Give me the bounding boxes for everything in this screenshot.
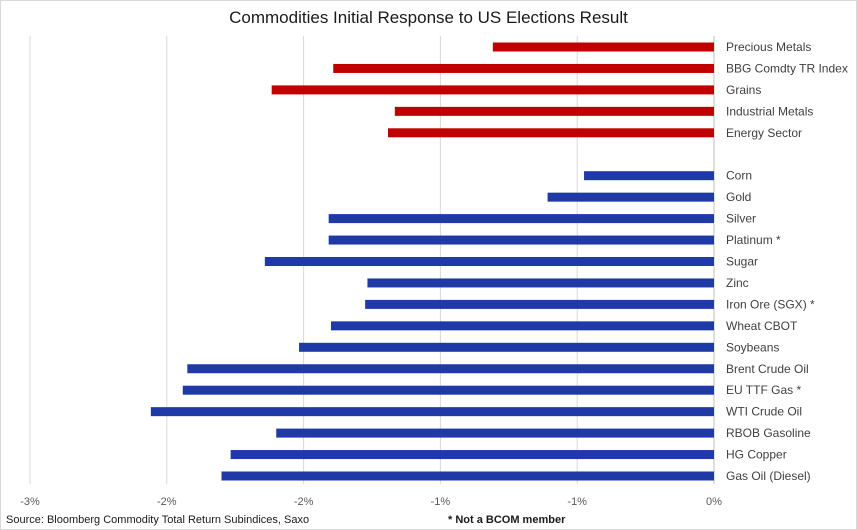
bar [264,257,714,266]
bar [276,428,714,438]
category-label: Industrial Metals [726,104,813,118]
category-label: HG Copper [726,448,787,462]
x-tick-label: -3% [20,496,40,508]
x-tick-labels: -3% -2% -2% -1% -1% 0% [20,496,722,508]
x-tick-label: -1% [431,496,451,508]
category-label: Brent Crude Oil [726,362,809,376]
category-label: Iron Ore (SGX) * [726,297,815,311]
bar [492,42,714,52]
bcom-note: * Not a BCOM member [448,514,566,526]
bar [328,214,714,224]
category-label: Sugar [726,255,758,269]
category-label: Gas Oil (Diesel) [726,469,811,483]
category-label: Corn [726,169,752,183]
bar [299,342,714,352]
x-tick-label: -2% [294,496,314,508]
category-label: WTI Crude Oil [726,405,802,419]
category-label: BBG Comdty TR Index [726,61,848,75]
category-label: EU TTF Gas * [726,383,801,397]
bar [182,385,714,395]
x-tick-label: 0% [706,496,722,508]
x-tick-label: -2% [157,496,177,508]
category-label: Wheat CBOT [726,319,798,333]
x-tick-label: -1% [567,496,587,508]
bar [584,171,714,181]
bar [150,407,715,417]
chart-title: Commodities Initial Response to US Elect… [229,8,628,27]
category-label: Soybeans [726,340,779,354]
bar [271,85,714,95]
category-label: Grains [726,83,761,97]
category-label: Gold [726,190,751,204]
bar [365,299,714,309]
bar [547,192,714,202]
category-label: Platinum * [726,233,781,247]
bar [221,471,714,481]
source-note: Source: Bloomberg Commodity Total Return… [6,514,310,526]
category-label: Energy Sector [726,126,802,140]
category-labels: Precious Metals BBG Comdty TR Index Grains… [726,40,848,483]
bar [187,364,714,374]
category-label: Precious Metals [726,40,811,54]
bar [230,450,714,460]
bar [394,106,714,116]
bar [328,235,714,245]
bar [333,63,714,73]
category-label: Zinc [726,276,749,290]
bar [367,278,714,288]
bar [387,128,714,138]
category-label: Silver [726,212,756,226]
bars [150,42,715,481]
category-label: RBOB Gasoline [726,426,811,440]
bar [330,321,714,331]
